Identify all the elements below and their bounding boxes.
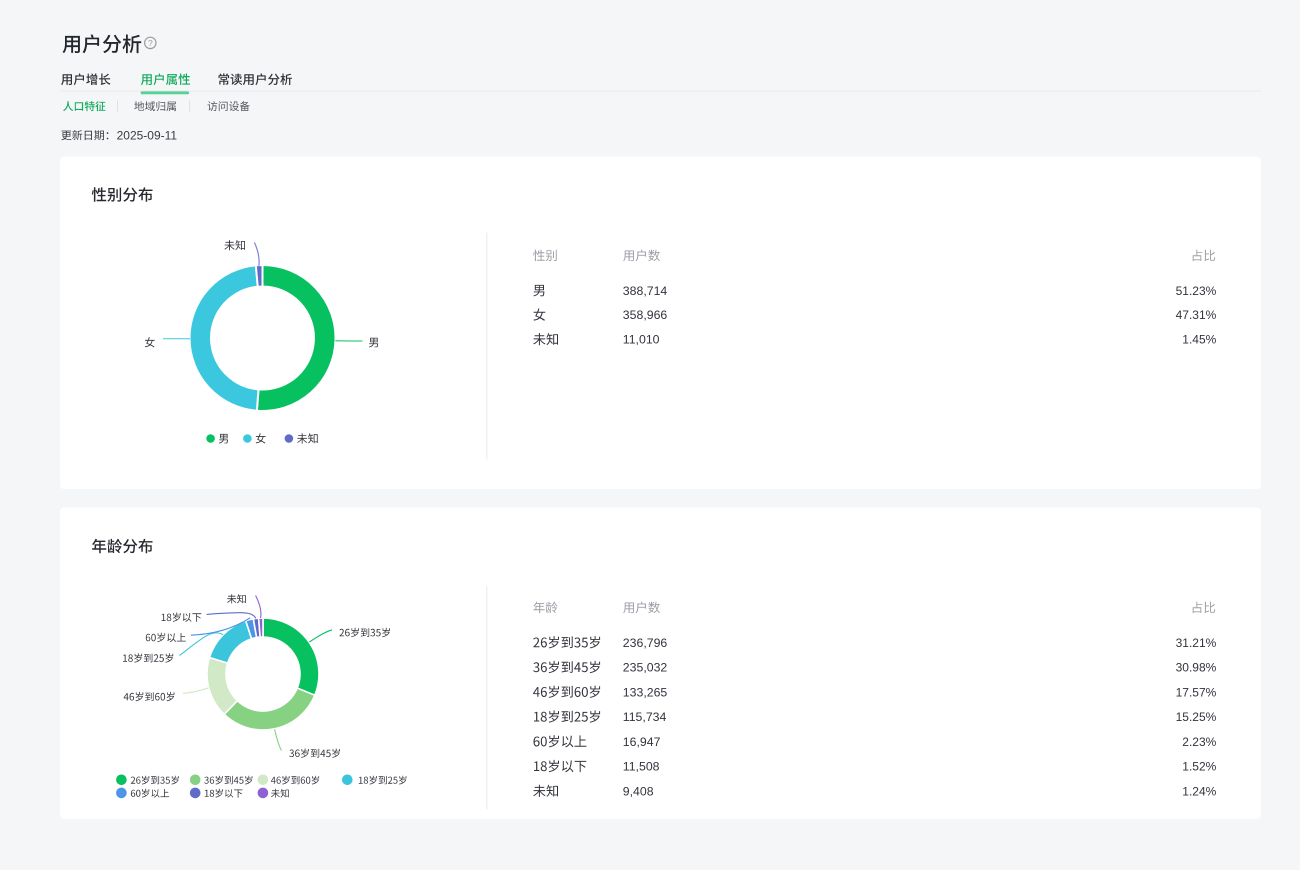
svg-text:30.98%: 30.98% — [1176, 661, 1217, 675]
svg-text:11,010: 11,010 — [623, 333, 660, 347]
svg-text:15.25%: 15.25% — [1176, 710, 1217, 724]
svg-text:47.31%: 47.31% — [1176, 308, 1217, 322]
svg-text:?: ? — [148, 38, 153, 48]
svg-text:2025-09-11: 2025-09-11 — [117, 128, 178, 142]
svg-text:16,947: 16,947 — [623, 735, 661, 749]
svg-text:51.23%: 51.23% — [1176, 284, 1217, 298]
svg-text:1.45%: 1.45% — [1182, 333, 1216, 347]
svg-text:1.52%: 1.52% — [1182, 760, 1216, 774]
svg-text:358,966: 358,966 — [623, 308, 668, 322]
svg-text:9,408: 9,408 — [623, 784, 654, 798]
svg-text:236,796: 236,796 — [623, 636, 668, 650]
svg-text:31.21%: 31.21% — [1176, 636, 1217, 650]
svg-text:133,265: 133,265 — [623, 685, 668, 699]
svg-text:1.24%: 1.24% — [1182, 784, 1216, 798]
svg-text:115,734: 115,734 — [623, 710, 667, 724]
svg-text:2.23%: 2.23% — [1182, 735, 1216, 749]
svg-text:235,032: 235,032 — [623, 661, 668, 675]
svg-text:388,714: 388,714 — [623, 284, 668, 298]
svg-text:11,508: 11,508 — [623, 760, 660, 774]
svg-text:17.57%: 17.57% — [1176, 685, 1217, 699]
